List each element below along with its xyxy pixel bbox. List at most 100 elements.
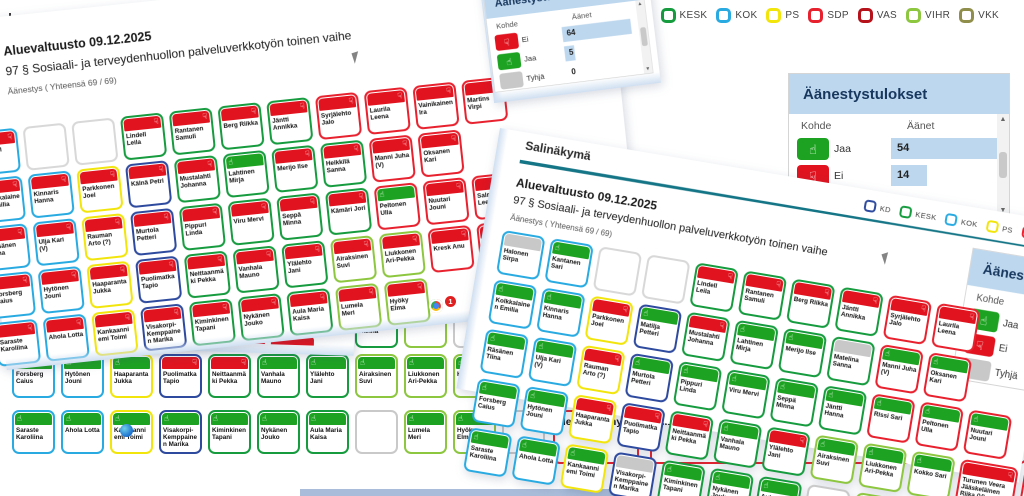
seat-card[interactable]: ☝ Saraste Karoliina — [462, 427, 513, 478]
scrollbar[interactable]: ▲ ▼ — [997, 114, 1009, 216]
seat-card[interactable]: ☟ Nuutari Jouni — [422, 177, 470, 226]
seat-card[interactable]: ☟ Murtola Petteri — [129, 207, 178, 257]
seat-card[interactable]: ☝ Peltonen Ulla — [914, 401, 965, 452]
seat-card[interactable]: ☝ Manni Juha (V) — [874, 343, 925, 395]
seat-card[interactable]: ☝Viru Mervi — [721, 368, 771, 420]
seat-card[interactable]: ☟ Liukkonen Ari-Pekka — [378, 229, 427, 279]
seat-card[interactable]: ☟ Kresk Anu — [427, 224, 475, 274]
seat-card[interactable]: ☟ Kämäri Jori — [324, 187, 373, 236]
seat-card[interactable]: ☟ Laurila Leena — [363, 86, 411, 136]
seat-card[interactable]: ☟ Berg Riikka — [217, 102, 265, 151]
seat-card[interactable]: ☟ Syrjälehto Jalo — [314, 91, 363, 141]
seat-card[interactable]: ☟ Manni Juha (V) — [368, 134, 416, 183]
scroll-up-icon[interactable]: ▲ — [999, 116, 1007, 123]
seat-card[interactable]: ☟ Rantanen Samuli — [168, 107, 217, 156]
seat-card[interactable]: ☝ Saraste Karoliina — [12, 410, 55, 454]
seat-card[interactable]: ☝ Kantanen Sari — [544, 238, 594, 289]
chrome-browser-icon[interactable] — [429, 299, 443, 313]
seat-card[interactable]: ☟ Huotari Sari — [0, 127, 22, 176]
seat-card[interactable]: ☝ Liukkonen Ari-Pekka — [404, 354, 447, 398]
seat-card[interactable]: ☝ Kolkkalainen Emilia — [487, 279, 538, 330]
seat-card[interactable]: ☟ Turunen Veera Jääskeläinen Riika (V) — [954, 458, 1019, 496]
seat-card[interactable]: ☟ Ylälehto Jani — [281, 240, 329, 289]
scroll-up-icon[interactable]: ▲ — [637, 1, 643, 7]
seat-card[interactable]: ☝ Kinnaris Hanna — [536, 287, 586, 338]
seat-card[interactable]: ☟ Parkkonen Joel — [76, 165, 124, 214]
seat-card[interactable]: ☟Rauman Arto (?) — [576, 344, 626, 396]
seat-card[interactable]: ☝ Ylälehto Jani — [306, 354, 349, 398]
seat-card[interactable]: ☟ Puolimatka Tapio — [616, 402, 666, 453]
seat-card[interactable]: ☟ Rantanen Samuli — [737, 270, 788, 321]
seat-card[interactable]: ☟ Jäntti Annikka — [834, 286, 884, 338]
seat-card[interactable]: ☝Pippuri Linda — [672, 360, 723, 412]
seat-card[interactable]: ☟ Puolimatka Tapio — [134, 255, 183, 304]
seat-card[interactable]: ☟ Merijo Ilse — [271, 144, 319, 193]
seat-card[interactable]: ☟ Mustalahti Johanna — [173, 154, 222, 204]
seat-card[interactable]: ☟ Heikkilä Sanna — [319, 139, 368, 188]
seat-card[interactable]: ☝ Airaksinen Suvi — [355, 354, 398, 398]
seat-card[interactable]: ☝Räsänen Tiina — [479, 328, 530, 380]
seat-card[interactable]: ☝Kankaanniemi Toimi — [559, 443, 610, 494]
scroll-down-icon[interactable]: ▼ — [645, 66, 651, 72]
seat-card[interactable]: ☝ Matilja Petteri — [632, 303, 683, 354]
seat-card[interactable]: ☝ Lahtinen Mirja — [729, 319, 780, 371]
seat-card[interactable] — [22, 122, 70, 171]
seat-card[interactable]: ☟ Forsberg Caius — [0, 270, 37, 320]
seat-card[interactable]: ☝ Kiminkinen Tapani — [208, 410, 251, 454]
seat-card[interactable]: ☝ Aula Maria Kaisa — [306, 410, 349, 454]
seat-card[interactable]: ☟ Ulja Kari (V) — [32, 218, 80, 267]
scroll-thumb[interactable] — [639, 26, 648, 47]
seat-card[interactable]: ☝ Kiminkinen Tapani — [656, 459, 706, 496]
seat-card[interactable]: ☟ Räsänen Tiina — [0, 223, 32, 272]
seat-card[interactable]: Matelina Sanna — [826, 335, 876, 387]
edge-browser-icon[interactable] — [120, 424, 133, 437]
seat-card[interactable]: ☝ Rissi Sari — [866, 393, 916, 444]
scroll-down-icon[interactable]: ▼ — [999, 207, 1007, 214]
seat-card[interactable]: ☟ Mustalahti Johanna — [681, 311, 731, 363]
seat-card[interactable]: ☟ Oksanen Kari — [417, 129, 465, 178]
seat-card[interactable]: ☝ Visakorpi-Kemppainen Marika — [159, 410, 202, 454]
seat-card[interactable]: ☟ Puolimatka Tapio — [159, 354, 202, 398]
seat-card[interactable] — [592, 246, 643, 297]
seat-card[interactable]: ☝ Peltonen Ulla — [373, 182, 422, 231]
seat-card[interactable]: ☟Rauman Arto (?) — [81, 212, 129, 262]
seat-card[interactable]: ☟ Jäntti Annikka — [266, 96, 314, 146]
seat-card[interactable]: ☝Seppä Minna — [769, 377, 820, 428]
seat-card[interactable]: ☟ Neittaanmäki Pekka — [664, 410, 715, 461]
seat-card[interactable]: ☝ Lumela Meri — [404, 410, 447, 454]
seat-card[interactable]: ☟ Seppä Minna — [276, 192, 324, 241]
seat-card[interactable] — [640, 254, 691, 305]
seat-card[interactable]: ☝ Ahola Lotta — [61, 410, 104, 454]
seat-card[interactable]: ☟ Haaparanta Jukka — [567, 394, 618, 445]
seat-card[interactable]: ☟ Kinnaris Hanna — [27, 170, 75, 219]
seat-card[interactable]: ☟ Parkkonen Joel — [584, 295, 635, 346]
seat-card[interactable]: ☝ Oksanen Kari — [922, 352, 973, 403]
seat-card[interactable]: ☝Kokko Sari — [906, 450, 956, 496]
seat-card[interactable] — [355, 410, 398, 454]
seat-card[interactable]: ☝ Liukkonen Ari-Pekka — [857, 442, 908, 494]
seat-card[interactable]: ☝ Ahola Lotta — [511, 435, 561, 486]
seat-card[interactable]: ☝ Nuutari Jouni — [962, 409, 1013, 460]
seat-card[interactable]: Visakorpi-Kemppainen Marika — [607, 451, 658, 496]
seat-card[interactable]: Halonen Sirpa — [495, 229, 546, 281]
seat-card[interactable]: ☟ Lindell Leila — [689, 262, 739, 313]
seat-card[interactable]: ☟ Vanhala Mauno — [232, 245, 280, 294]
scroll-thumb[interactable] — [999, 152, 1007, 178]
seat-card[interactable]: ☟ Haaparanta Jukka — [86, 260, 134, 309]
seat-card[interactable]: ☟ Syrjälehto Jalo — [882, 294, 933, 346]
seat-card[interactable]: ☟ Laurila Leena — [930, 302, 981, 354]
seat-card[interactable] — [71, 117, 119, 166]
seat-card[interactable]: ☟ Vainikainen Ira — [412, 81, 460, 130]
seat-card[interactable]: ☝ Merijo Ilse — [777, 327, 828, 379]
seat-card[interactable]: ☟ Berg Riikka — [785, 278, 836, 329]
seat-card[interactable]: ☝Hytönen Jouni — [519, 385, 570, 437]
seat-card[interactable]: ☟ Kälnä Petri — [124, 160, 173, 209]
seat-card[interactable]: ☟ Neittaanmäki Pekka — [183, 250, 232, 299]
seat-card[interactable]: ☟ Neittaanmäki Pekka — [208, 354, 251, 398]
seat-card[interactable]: ☟ Viru Mervi — [227, 197, 275, 246]
seat-card[interactable]: ☟ Airaksinen Suvi — [329, 235, 378, 284]
seat-card[interactable]: ☝Forsberg Caius — [471, 377, 521, 429]
seat-card[interactable]: ☝ Airaksinen Suvi — [809, 434, 860, 485]
seat-card[interactable]: ☟ Pippuri Linda — [178, 202, 227, 251]
seat-card[interactable]: ☟ Lindell Leila — [119, 112, 168, 161]
